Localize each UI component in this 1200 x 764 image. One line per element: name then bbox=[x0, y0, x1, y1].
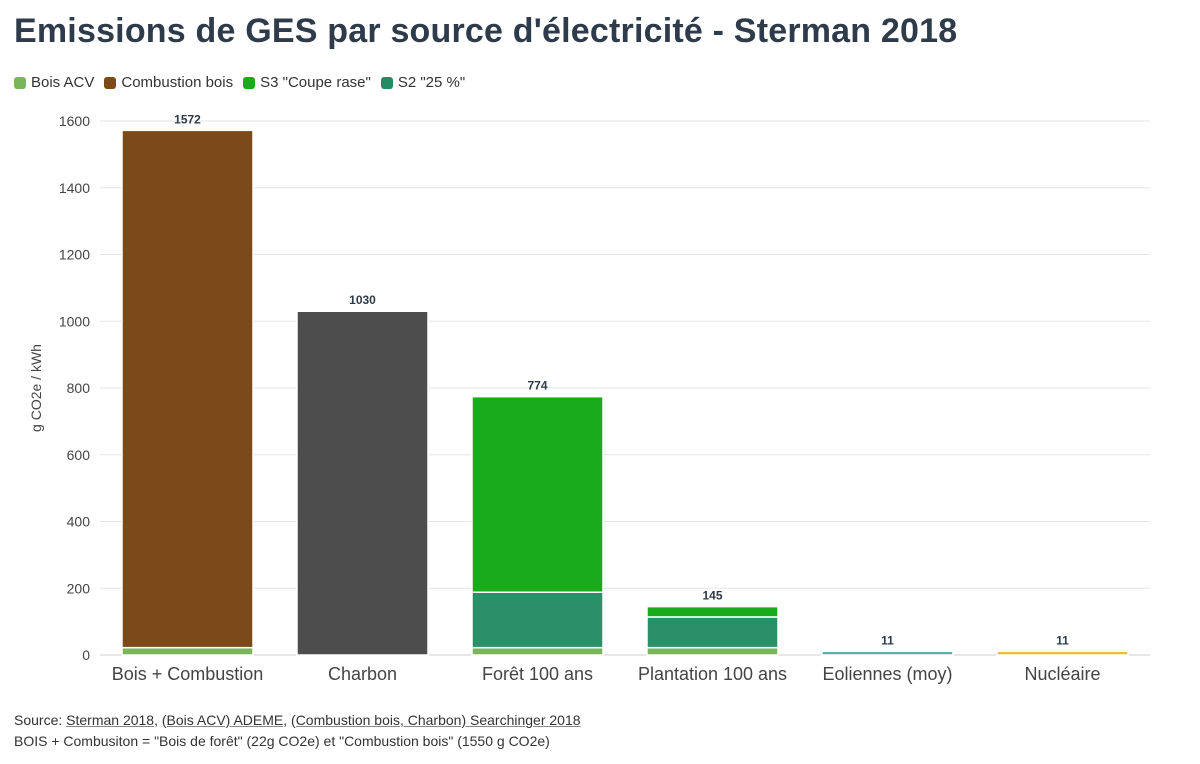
source-link-ademe[interactable]: (Bois ACV) ADEME bbox=[161, 712, 284, 728]
legend-label: S2 "25 %" bbox=[397, 74, 466, 91]
legend-swatch bbox=[243, 76, 256, 89]
bar-segment bbox=[471, 646, 604, 656]
y-tick-label: 0 bbox=[82, 647, 90, 663]
legend-label: Combustion bois bbox=[121, 74, 234, 91]
source-prefix: Source: bbox=[14, 712, 67, 728]
y-tick-label: 1200 bbox=[59, 247, 90, 263]
bar-segment bbox=[646, 646, 779, 656]
legend-swatch bbox=[104, 76, 117, 89]
x-tick-label: Bois + Combustion bbox=[112, 664, 264, 684]
bar-segment bbox=[121, 129, 254, 649]
legend-item-bois-acv[interactable]: Bois ACV bbox=[14, 74, 94, 91]
legend-item-s3[interactable]: S3 "Coupe rase" bbox=[243, 74, 371, 91]
chart-title: Emissions de GES par source d'électricit… bbox=[14, 12, 958, 50]
bar-total-label: 1030 bbox=[349, 293, 376, 307]
x-tick-label: Eoliennes (moy) bbox=[822, 664, 952, 684]
bar-chart: 0 200 400 600 800 1000 1200 1400 1600 g CO2e / kW… bbox=[28, 112, 1150, 684]
bar-total-label: 774 bbox=[527, 379, 547, 393]
bar-segment bbox=[646, 616, 779, 649]
bar-total-label: 11 bbox=[881, 633, 894, 647]
source-link-searchinger[interactable]: (Combustion bois, Charbon) Searchinger 2… bbox=[291, 712, 581, 728]
bar-segment bbox=[296, 310, 429, 656]
legend: Bois ACV Combustion bois S3 "Coupe rase"… bbox=[14, 74, 475, 91]
legend-swatch bbox=[380, 76, 393, 89]
x-tick-label: Nucléaire bbox=[1024, 664, 1100, 684]
y-axis-label: g CO2e / kWh bbox=[28, 344, 44, 432]
y-tick-label: 200 bbox=[67, 580, 91, 596]
bar-segment bbox=[121, 646, 254, 656]
x-tick-label: Charbon bbox=[328, 664, 397, 684]
bar-segment bbox=[646, 605, 779, 618]
footer-note: BOIS + Combusiton = "Bois de forêt" (22g… bbox=[14, 733, 550, 749]
footer: Source: Sterman 2018, (Bois ACV) ADEME, … bbox=[14, 710, 581, 752]
source-line: Source: Sterman 2018, (Bois ACV) ADEME, … bbox=[14, 712, 581, 728]
y-tick-label: 800 bbox=[67, 380, 91, 396]
y-tick-label: 1400 bbox=[59, 180, 90, 196]
bar-segment bbox=[471, 591, 604, 649]
y-tick-label: 600 bbox=[67, 447, 91, 463]
bar-total-label: 11 bbox=[1056, 633, 1069, 647]
legend-item-s2[interactable]: S2 "25 %" bbox=[380, 74, 466, 91]
y-tick-label: 1000 bbox=[59, 313, 90, 329]
legend-label: Bois ACV bbox=[31, 74, 95, 91]
bar-total-label: 1572 bbox=[174, 112, 201, 126]
legend-label: S3 "Coupe rase" bbox=[260, 74, 371, 91]
y-tick-label: 1600 bbox=[59, 113, 90, 129]
y-tick-label: 400 bbox=[67, 514, 91, 530]
bar-segment bbox=[471, 395, 604, 594]
bar-segment bbox=[996, 650, 1129, 656]
source-link-sterman[interactable]: Sterman 2018 bbox=[66, 712, 155, 728]
legend-swatch bbox=[14, 76, 26, 89]
bar-segment bbox=[821, 650, 954, 656]
legend-item-combustion-bois[interactable]: Combustion bois bbox=[104, 74, 233, 91]
x-tick-label: Forêt 100 ans bbox=[482, 664, 593, 684]
bar-total-label: 145 bbox=[702, 589, 722, 603]
x-tick-label: Plantation 100 ans bbox=[638, 664, 787, 684]
